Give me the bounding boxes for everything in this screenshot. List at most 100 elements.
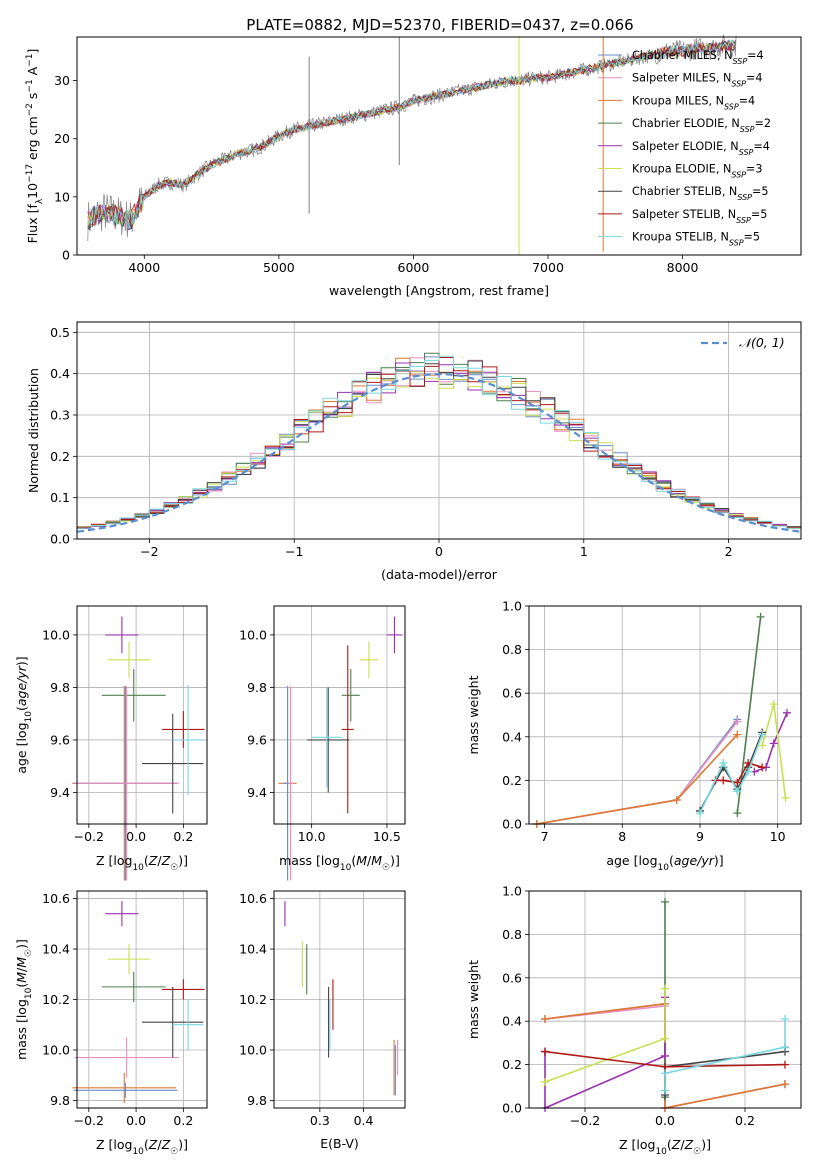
residuals-ylabel: Normed distribution xyxy=(26,368,41,493)
y-tick-label: 10.2 xyxy=(42,992,70,1007)
y-tick-label: 0.5 xyxy=(50,325,70,340)
legend-label-gaussian: 𝒩(0, 1) xyxy=(739,335,785,350)
weight-marker-salpeter_stelib xyxy=(719,776,728,785)
x-tick-label: 9 xyxy=(696,829,704,844)
axes-frame xyxy=(528,605,802,825)
weight-marker-kroupa_stelib xyxy=(758,730,767,739)
weight-line-kroupa_stelib xyxy=(664,1019,786,1091)
legend-label-part: Kroupa STELIB, N xyxy=(632,231,729,244)
y-tick-label: 10 xyxy=(54,189,70,204)
age_vs_mass-xlabel-part: 10 xyxy=(340,863,352,873)
legend-label-part: =5 xyxy=(752,185,769,198)
y-tick-label: 9.8 xyxy=(247,680,267,695)
y-tick-label: 9.4 xyxy=(247,785,267,800)
weight_vs_age-xlabel-part: )] xyxy=(714,853,724,868)
x-tick-label: 5000 xyxy=(263,260,295,275)
y-tick-label: 0.2 xyxy=(50,449,70,464)
y-tick-label: 10.4 xyxy=(239,942,267,957)
weight-marker-chabrier_elodie xyxy=(661,897,669,906)
y-tick-label: 10.6 xyxy=(42,891,70,906)
plot-area-residuals xyxy=(76,352,802,539)
y-tick-label: 0.6 xyxy=(502,686,522,701)
legend-label-part: =3 xyxy=(746,163,763,176)
figure-title: PLATE=0882, MJD=52370, FIBERID=0437, z=0… xyxy=(246,16,633,34)
gaussian-curve xyxy=(76,372,802,533)
age_vs_mass-xlabel-part: ☉ xyxy=(382,863,390,873)
mass_vs_Z-xlabel-part: Z [log xyxy=(96,1137,132,1152)
legend-label-part: =4 xyxy=(746,72,763,85)
spectrum-ylabel-part: 10 xyxy=(25,183,40,199)
spectrum-ylabel-part: erg cm xyxy=(25,116,40,164)
x-tick-label: 0.4 xyxy=(354,1113,374,1128)
legend-label-part: Chabrier STELIB, N xyxy=(632,185,737,198)
mass_vs_Z-xlabel-part: Z xyxy=(161,1137,171,1152)
legend-label-salpeter_elodie: Salpeter ELODIE, NSSP=4 xyxy=(632,140,770,157)
legend-label-part: SSP xyxy=(731,79,746,88)
mass_vs_Z-ylabel-part: )] xyxy=(14,939,29,949)
y-tick-label: 9.6 xyxy=(247,732,267,747)
y-tick-label: 10.4 xyxy=(42,942,70,957)
age_vs_Z-ylabel-part: age/yr xyxy=(14,665,29,706)
spectrum-ylabel-part: −1 xyxy=(25,79,35,92)
mass_vs_Z-xlabel-part: )] xyxy=(178,1137,188,1152)
y-tick-label: 0.6 xyxy=(502,970,522,985)
y-tick-label: 0.8 xyxy=(502,642,522,657)
spectrum-ylabel-part: ] xyxy=(25,49,40,54)
mass_vs_ebv-xlabel: E(B-V) xyxy=(320,1136,359,1151)
weight-marker-kroupa_elodie xyxy=(541,1077,549,1086)
y-tick-label: 10.0 xyxy=(239,627,267,642)
age_vs_Z-xlabel-part: 10 xyxy=(132,863,144,873)
histogram-kroupa_stelib xyxy=(76,355,801,539)
x-tick-label: 0.0 xyxy=(126,1113,146,1128)
residuals-legend: 𝒩(0, 1) xyxy=(701,335,785,350)
axes-frame xyxy=(76,605,208,825)
weight-marker-salpeter_stelib xyxy=(758,763,767,772)
spectrum-ylabel-part: s xyxy=(25,93,40,104)
y-tick-label: 9.4 xyxy=(50,785,70,800)
weight_vs_age-xlabel-part: age/yr xyxy=(674,853,715,868)
weight-marker-salpeter_elodie xyxy=(769,739,778,748)
spectrum-xlabel: wavelength [Angstrom, rest frame] xyxy=(329,283,549,298)
legend-label-part: =4 xyxy=(739,94,756,107)
plot-area-weight_vs_age xyxy=(532,612,792,828)
legend-label-part: Salpeter MILES, N xyxy=(632,72,731,85)
panel-age_vs_Z: −0.2 0.0 0.29.49.69.810.0Z [log10(Z/Z☉)]ag… xyxy=(14,605,208,881)
weight-marker-kroupa_elodie xyxy=(758,741,767,750)
spectrum-ylabel: Flux [fλ10−17 erg cm−2 s−1 A−1] xyxy=(25,49,45,244)
y-tick-label: 9.8 xyxy=(50,680,70,695)
weight_vs_Z-xlabel-part: 10 xyxy=(655,1147,667,1157)
y-tick-label: 0.1 xyxy=(50,490,70,505)
y-tick-label: 9.6 xyxy=(50,732,70,747)
mass_vs_Z-xlabel-part: ( xyxy=(144,1137,149,1152)
legend-label-chabrier_stelib: Chabrier STELIB, NSSP=5 xyxy=(632,185,769,202)
legend-label-part: SSP xyxy=(729,238,744,247)
weight_vs_Z-xlabel-part: ( xyxy=(667,1137,672,1152)
weight-marker-kroupa_stelib xyxy=(733,787,742,796)
legend-label-kroupa_miles: Kroupa MILES, NSSP=4 xyxy=(632,94,755,111)
x-tick-label: 7000 xyxy=(532,260,564,275)
y-tick-label: 0.4 xyxy=(502,729,522,744)
weight-marker-kroupa_stelib xyxy=(781,1015,789,1024)
y-tick-label: 30 xyxy=(54,73,70,88)
y-tick-label: 0 xyxy=(62,248,70,263)
weight-marker-salpeter_elodie xyxy=(783,708,792,717)
plot-area-mass_vs_Z xyxy=(72,901,205,1103)
weight_vs_Z-ylabel: mass weight xyxy=(466,960,481,1039)
weight-marker-kroupa_elodie xyxy=(769,700,778,709)
age_vs_Z-xlabel-part: ( xyxy=(144,853,149,868)
weight_vs_Z-xlabel-part: / xyxy=(680,1137,685,1152)
residuals-xlabel: (data-model)/error xyxy=(381,567,498,582)
weight-marker-kroupa_stelib xyxy=(695,809,704,818)
y-tick-label: 0.4 xyxy=(502,1014,522,1029)
weight-marker-salpeter_stelib xyxy=(733,778,742,787)
weight-marker-kroupa_stelib xyxy=(744,767,753,776)
plot-area-age_vs_mass xyxy=(278,616,402,881)
y-tick-label: 1.0 xyxy=(502,599,522,614)
spectrum-ylabel-part: −17 xyxy=(25,164,35,183)
age_vs_Z-xlabel-part: Z xyxy=(148,853,158,868)
weight-marker-salpeter_miles xyxy=(733,717,742,726)
axes-frame xyxy=(76,321,802,540)
